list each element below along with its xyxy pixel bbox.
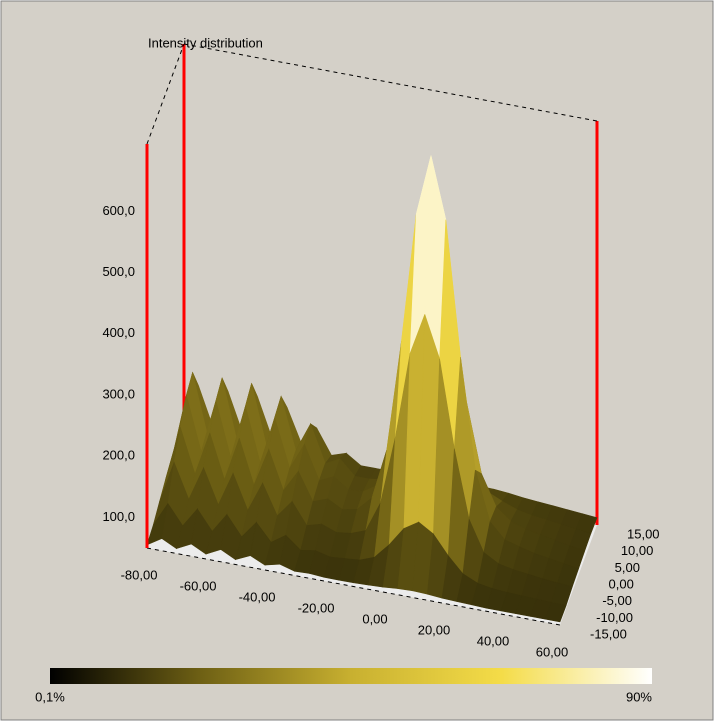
z-tick-label: 100,0 — [102, 509, 135, 524]
x-tick-label: -60,00 — [180, 578, 217, 593]
y-tick-label: -15,00 — [590, 626, 627, 641]
y-tick-label: -10,00 — [596, 610, 633, 625]
y-tick-label: -5,00 — [602, 593, 632, 608]
y-tick-label: 15,00 — [627, 526, 660, 541]
box-edge — [146, 547, 561, 626]
z-tick-label: 600,0 — [102, 203, 135, 218]
x-tick-label: -20,00 — [298, 600, 335, 615]
y-tick-label: 0,00 — [609, 576, 634, 591]
z-tick-label: 300,0 — [102, 386, 135, 401]
x-tick-label: 40,00 — [477, 633, 510, 648]
x-tick-label: 60,00 — [536, 644, 569, 659]
x-tick-label: 20,00 — [418, 622, 451, 637]
box-edge — [146, 43, 185, 145]
surface-patch — [544, 602, 567, 623]
x-tick-label: -40,00 — [239, 589, 276, 604]
z-tick-label: 200,0 — [102, 448, 135, 463]
z-tick-label: 500,0 — [102, 264, 135, 279]
y-tick-label: 5,00 — [615, 560, 640, 575]
chart-title: Intensity distribution — [148, 35, 263, 50]
x-tick-label: -80,00 — [121, 567, 158, 582]
z-tick-label: 400,0 — [102, 325, 135, 340]
x-tick-label: 0,00 — [362, 611, 387, 626]
colorbar-label: 90% — [626, 689, 652, 704]
box-edge — [183, 43, 598, 122]
y-tick-label: 10,00 — [621, 543, 654, 558]
colorbar-label: 0,1% — [35, 689, 65, 704]
colorbar — [50, 668, 652, 684]
